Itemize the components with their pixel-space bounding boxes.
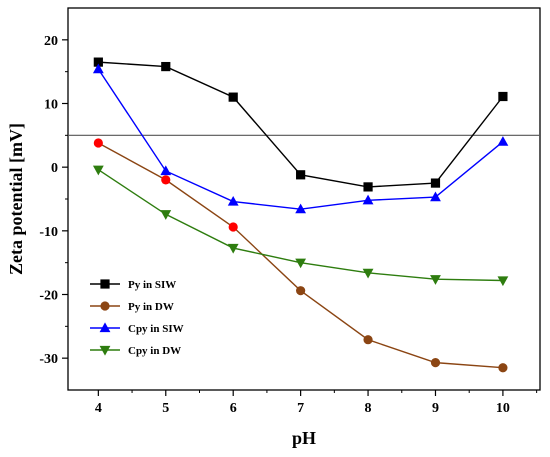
legend-label: Py in DW bbox=[128, 301, 174, 313]
data-point bbox=[497, 276, 509, 287]
series-py-in-dw bbox=[93, 138, 508, 373]
legend-marker bbox=[100, 279, 110, 289]
data-point bbox=[228, 222, 238, 232]
y-tick-label: 10 bbox=[44, 98, 58, 113]
data-point bbox=[362, 268, 374, 279]
data-point bbox=[227, 243, 239, 254]
data-point bbox=[498, 363, 508, 373]
data-point bbox=[498, 91, 508, 102]
data-point bbox=[497, 136, 509, 146]
x-tick-label: 4 bbox=[95, 401, 102, 416]
data-point bbox=[296, 170, 306, 180]
legend-entry: Cpy in SIW bbox=[90, 322, 184, 335]
x-tick-label: 7 bbox=[297, 401, 304, 416]
data-point bbox=[430, 178, 441, 188]
legend-entry: Py in SIW bbox=[90, 279, 176, 291]
series-line bbox=[98, 61, 504, 188]
y-tick-label: -20 bbox=[39, 289, 58, 304]
data-point bbox=[295, 203, 307, 214]
data-point bbox=[92, 165, 104, 176]
x-tick-label: 8 bbox=[365, 401, 372, 416]
data-point bbox=[228, 92, 238, 102]
legend-entry: Cpy in DW bbox=[90, 345, 181, 357]
data-point bbox=[161, 61, 171, 72]
legend-marker bbox=[99, 322, 111, 333]
data-point bbox=[92, 63, 104, 74]
data-point bbox=[295, 258, 307, 269]
x-tick-label: 9 bbox=[432, 401, 439, 416]
series-group bbox=[92, 57, 509, 373]
legend-label: Cpy in DW bbox=[128, 345, 181, 357]
y-axis-title: Zeta potential [mV] bbox=[6, 123, 26, 275]
y-tick-label: -30 bbox=[39, 352, 58, 367]
y-tick-label: -10 bbox=[39, 225, 58, 240]
x-tick-label: 10 bbox=[496, 401, 510, 416]
series-line bbox=[97, 68, 504, 210]
y-tick-label: 20 bbox=[44, 34, 58, 49]
data-point bbox=[160, 210, 172, 220]
data-point bbox=[161, 175, 171, 185]
data-point bbox=[296, 286, 306, 296]
data-point bbox=[93, 138, 103, 148]
legend-label: Cpy in SIW bbox=[128, 323, 184, 335]
legend: Py in SIW Py in DW Cpy in SIW Cpy in DW bbox=[90, 279, 184, 357]
data-point bbox=[430, 191, 441, 202]
data-point bbox=[93, 57, 103, 67]
legend-entry: Py in DW bbox=[90, 301, 174, 313]
series-cpy-in-siw bbox=[92, 63, 509, 214]
data-point bbox=[160, 165, 172, 176]
data-point bbox=[362, 194, 374, 205]
x-tick-label: 5 bbox=[162, 401, 169, 416]
series-cpy-in-dw bbox=[92, 165, 509, 287]
x-axis-title: pH bbox=[292, 428, 316, 448]
y-tick-label: 0 bbox=[51, 161, 58, 176]
data-point bbox=[227, 195, 239, 206]
legend-marker bbox=[99, 345, 111, 356]
legend-marker bbox=[100, 301, 110, 311]
axes: 4 5 6 7 8 9 10 -30 -20 -10 0 10 20 bbox=[39, 34, 538, 416]
data-point bbox=[430, 275, 441, 285]
legend-label: Py in SIW bbox=[128, 279, 176, 291]
data-point bbox=[363, 335, 373, 345]
data-point bbox=[363, 182, 373, 192]
x-tick-label: 6 bbox=[230, 401, 237, 416]
data-point bbox=[430, 358, 441, 368]
series-py-in-siw bbox=[93, 57, 508, 192]
